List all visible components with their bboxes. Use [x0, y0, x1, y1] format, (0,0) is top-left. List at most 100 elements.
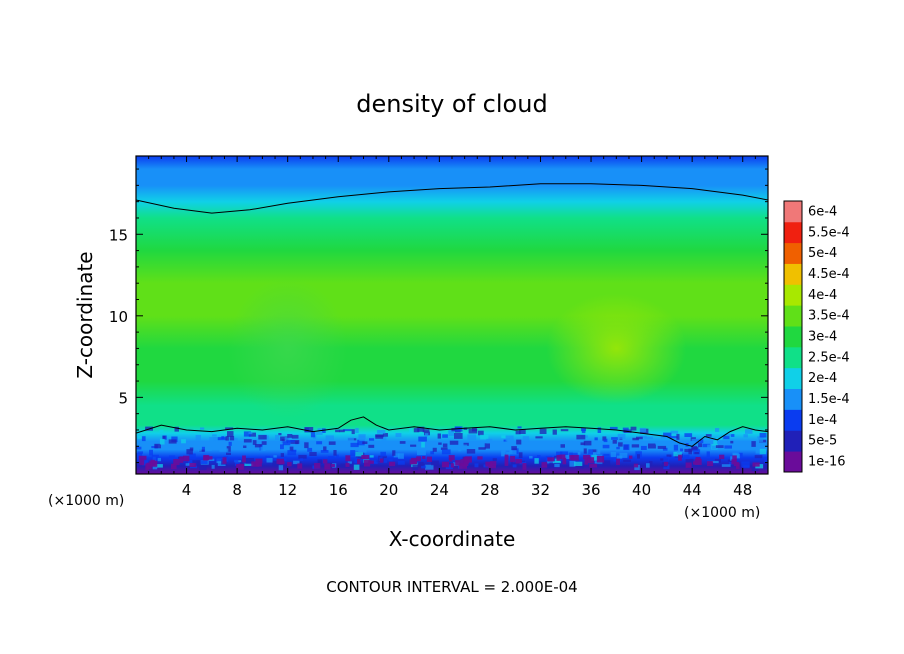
turbulence-cell [496, 441, 505, 446]
turbulence-cell [248, 432, 253, 435]
turbulence-cell [287, 450, 297, 456]
turbulence-cell [225, 427, 234, 430]
turbulence-cell [252, 440, 257, 445]
turbulence-cell [421, 465, 426, 469]
colorbar-label: 3.5e-4 [808, 309, 850, 324]
turbulence-cell [515, 430, 521, 435]
turbulence-cell [611, 437, 619, 440]
turbulence-cell [357, 439, 365, 446]
colorbar-label: 2e-4 [808, 371, 837, 386]
turbulence-cell [339, 429, 345, 433]
turbulence-cell [673, 451, 682, 457]
turbulence-cell [619, 452, 628, 458]
turbulence-cell [501, 435, 510, 439]
turbulence-cell [441, 449, 451, 455]
turbulence-cell [189, 447, 194, 451]
surface-cell [331, 463, 335, 468]
turbulence-cell [503, 439, 508, 442]
turbulence-cell [409, 427, 413, 433]
turbulence-cell [413, 428, 420, 433]
colorbar-label: 4.5e-4 [808, 267, 850, 282]
colorbar-label: 2.5e-4 [808, 350, 850, 365]
turbulence-cell [715, 445, 724, 448]
colorbar-label: 3e-4 [808, 330, 837, 345]
turbulence-cell [380, 436, 387, 440]
turbulence-cell [472, 427, 477, 432]
surface-cell [183, 455, 190, 462]
turbulence-cell [375, 434, 384, 438]
turbulence-cell [154, 443, 161, 449]
density-features [227, 278, 687, 419]
turbulence-cell [377, 430, 386, 434]
surface-cell [490, 461, 497, 466]
turbulence-cell [437, 433, 441, 439]
surface-cell [559, 454, 566, 460]
turbulence-cell [648, 443, 656, 449]
turbulence-cell [730, 456, 735, 461]
turbulence-cell [438, 442, 442, 445]
turbulence-cell [685, 458, 694, 465]
turbulence-cell [350, 442, 359, 448]
turbulence-cell [478, 447, 486, 450]
turbulence-cell [579, 448, 584, 452]
turbulence-cell [705, 434, 712, 437]
x-unit-label-left: (×1000 m) [48, 493, 124, 509]
contour-interval-note: CONTOUR INTERVAL = 2.000E-04 [326, 578, 577, 596]
turbulence-cell [146, 444, 155, 448]
turbulence-cell [211, 464, 215, 469]
turbulence-cell [369, 455, 374, 458]
turbulence-cell [476, 443, 484, 450]
turbulence-cell [200, 427, 205, 430]
turbulence-cell [669, 436, 678, 439]
turbulence-cell [430, 444, 435, 450]
turbulence-cell [617, 433, 626, 439]
surface-cell [633, 463, 639, 468]
x-tick-label: 48 [733, 481, 752, 499]
surface-cell [146, 462, 152, 470]
turbulence-cell [684, 448, 693, 453]
turbulence-cell [562, 454, 570, 459]
turbulence-cell [422, 429, 430, 433]
turbulence-cell [655, 441, 659, 445]
turbulence-cell [245, 458, 255, 464]
turbulence-cell [200, 460, 208, 464]
turbulence-cell [266, 457, 273, 463]
turbulence-cell [353, 464, 360, 470]
turbulence-cell [486, 438, 493, 444]
turbulence-cell [358, 449, 367, 453]
turbulence-cell [381, 438, 387, 445]
turbulence-cell [511, 446, 517, 451]
colorbar-swatch [784, 367, 802, 390]
turbulence-cell [278, 440, 287, 445]
surface-cell [522, 463, 527, 470]
surface-cell [345, 455, 351, 462]
turbulence-cell [492, 458, 497, 461]
surface-cell [485, 461, 493, 467]
turbulence-cell [715, 428, 720, 432]
surface-cell [138, 455, 147, 460]
turbulence-cell [261, 441, 267, 445]
x-tick-label: 24 [430, 481, 449, 499]
surface-cell [448, 455, 455, 460]
surface-cell [361, 455, 370, 459]
turbulence-cell [280, 444, 284, 450]
turbulence-cell [368, 444, 375, 448]
surface-cell [707, 461, 714, 467]
turbulence-cell [393, 453, 400, 458]
turbulence-cell [316, 441, 323, 445]
turbulence-cell [149, 449, 153, 456]
turbulence-cell [602, 436, 607, 441]
turbulence-cell [729, 462, 733, 465]
turbulence-cell [284, 437, 291, 443]
turbulence-cell [552, 429, 557, 435]
surface-cell [411, 457, 417, 465]
turbulence-cell [317, 428, 322, 432]
turbulence-cell [702, 443, 711, 448]
turbulence-cell [355, 428, 359, 433]
turbulence-cell [315, 432, 323, 435]
turbulence-cell [358, 434, 366, 440]
turbulence-cell [208, 458, 215, 461]
turbulence-cell [706, 451, 710, 457]
chart-title: density of cloud [356, 90, 547, 118]
colorbar-label: 1e-16 [808, 455, 846, 470]
